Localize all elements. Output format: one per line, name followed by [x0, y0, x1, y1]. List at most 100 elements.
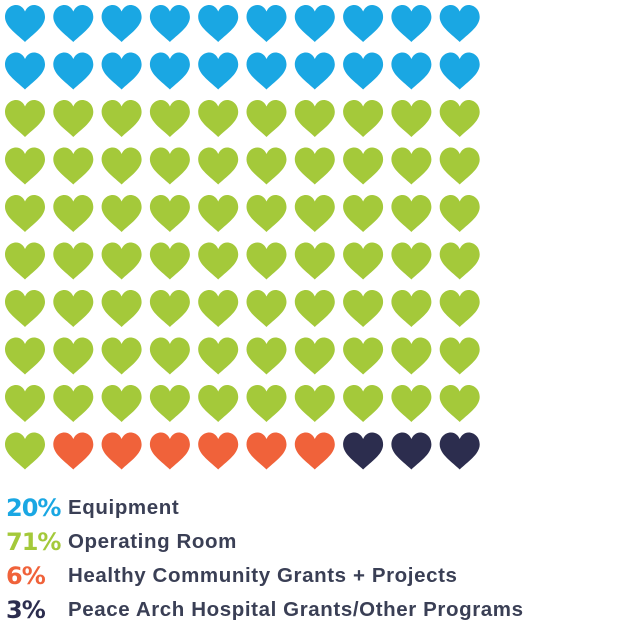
legend-label: Equipment [68, 495, 180, 519]
heart-mark-operating-room [5, 337, 45, 375]
heart-mark-operating-room [53, 195, 94, 232]
heart-mark-healthy-community-grants-projects [246, 432, 287, 470]
legend-percent: 20% [6, 494, 61, 522]
heart-mark-equipment [101, 5, 142, 42]
heart-mark-operating-room [198, 337, 239, 375]
heart-mark-operating-room [101, 195, 142, 232]
heart-mark-operating-room [198, 385, 239, 422]
legend-item-community-grants: 6% Healthy Community Grants + Projects [6, 559, 626, 593]
heart-mark-equipment [439, 5, 480, 42]
heart-mark-operating-room [439, 242, 480, 280]
heart-mark-operating-room [246, 195, 287, 232]
heart-mark-operating-room [294, 100, 335, 137]
heart-mark-operating-room [5, 385, 45, 422]
heart-mark-operating-room [391, 242, 432, 280]
heart-mark-equipment [439, 52, 480, 90]
heart-mark-equipment [149, 5, 190, 42]
heart-mark-operating-room [391, 100, 432, 137]
heart-mark-operating-room [343, 242, 384, 280]
legend-item-equipment: 20% Equipment [6, 491, 626, 525]
heart-mark-operating-room [294, 290, 335, 327]
heart-mark-operating-room [439, 100, 480, 137]
heart-waffle-chart [5, 5, 480, 470]
heart-mark-operating-room [149, 290, 190, 327]
heart-mark-operating-room [246, 100, 287, 137]
legend-label: Operating Room [68, 529, 237, 553]
heart-mark-operating-room [439, 195, 480, 232]
heart-mark-equipment [294, 5, 335, 42]
heart-mark-healthy-community-grants-projects [149, 432, 190, 470]
heart-mark-operating-room [149, 100, 190, 137]
heart-mark-equipment [246, 52, 287, 90]
heart-mark-operating-room [149, 147, 190, 185]
heart-mark-operating-room [439, 147, 480, 185]
heart-mark-operating-room [5, 432, 45, 470]
heart-mark-operating-room [53, 147, 94, 185]
legend-item-operating-room: 71% Operating Room [6, 525, 626, 559]
legend-percent: 6% [6, 562, 46, 590]
heart-mark-operating-room [343, 337, 384, 375]
heart-mark-operating-room [343, 195, 384, 232]
heart-mark-operating-room [5, 242, 45, 280]
heart-mark-operating-room [198, 100, 239, 137]
heart-mark-equipment [391, 52, 432, 90]
heart-mark-operating-room [439, 290, 480, 327]
heart-mark-operating-room [391, 195, 432, 232]
heart-mark-equipment [294, 52, 335, 90]
heart-mark-equipment [149, 52, 190, 90]
legend-percent: 71% [6, 528, 61, 556]
heart-mark-equipment [5, 52, 45, 90]
heart-mark-operating-room [149, 337, 190, 375]
heart-mark-peace-arch-hospital-grants-other-programs [343, 432, 384, 470]
heart-mark-healthy-community-grants-projects [294, 432, 335, 470]
heart-mark-operating-room [343, 290, 384, 327]
heart-mark-operating-room [391, 290, 432, 327]
heart-mark-operating-room [391, 337, 432, 375]
heart-mark-equipment [53, 5, 94, 42]
heart-mark-operating-room [149, 242, 190, 280]
heart-mark-peace-arch-hospital-grants-other-programs [391, 432, 432, 470]
heart-mark-operating-room [343, 147, 384, 185]
legend-percent: 3% [6, 596, 46, 624]
heart-mark-operating-room [101, 147, 142, 185]
heart-mark-operating-room [101, 337, 142, 375]
heart-mark-operating-room [101, 242, 142, 280]
legend-label: Peace Arch Hospital Grants/Other Program… [68, 597, 524, 621]
heart-mark-operating-room [198, 290, 239, 327]
heart-mark-operating-room [5, 147, 45, 185]
heart-mark-operating-room [343, 100, 384, 137]
heart-mark-operating-room [198, 195, 239, 232]
heart-mark-operating-room [391, 385, 432, 422]
heart-mark-equipment [5, 5, 45, 42]
heart-mark-operating-room [101, 385, 142, 422]
heart-mark-operating-room [246, 147, 287, 185]
heart-mark-operating-room [198, 147, 239, 185]
heart-mark-equipment [391, 5, 432, 42]
heart-mark-operating-room [391, 147, 432, 185]
heart-mark-equipment [198, 52, 239, 90]
heart-mark-operating-room [439, 385, 480, 422]
heart-mark-equipment [343, 52, 384, 90]
legend-item-hospital-grants: 3% Peace Arch Hospital Grants/Other Prog… [6, 593, 626, 627]
heart-mark-operating-room [53, 242, 94, 280]
heart-mark-operating-room [294, 337, 335, 375]
heart-mark-operating-room [246, 337, 287, 375]
heart-mark-healthy-community-grants-projects [198, 432, 239, 470]
heart-mark-operating-room [5, 100, 45, 137]
heart-mark-operating-room [101, 100, 142, 137]
heart-mark-operating-room [53, 337, 94, 375]
heart-mark-operating-room [246, 290, 287, 327]
heart-mark-healthy-community-grants-projects [101, 432, 142, 470]
heart-mark-operating-room [101, 290, 142, 327]
heart-mark-operating-room [439, 337, 480, 375]
heart-mark-operating-room [53, 290, 94, 327]
heart-mark-equipment [101, 52, 142, 90]
heart-mark-operating-room [246, 242, 287, 280]
heart-mark-equipment [246, 5, 287, 42]
heart-mark-operating-room [246, 385, 287, 422]
heart-mark-operating-room [5, 290, 45, 327]
heart-mark-operating-room [53, 385, 94, 422]
heart-mark-operating-room [149, 385, 190, 422]
heart-mark-operating-room [294, 195, 335, 232]
